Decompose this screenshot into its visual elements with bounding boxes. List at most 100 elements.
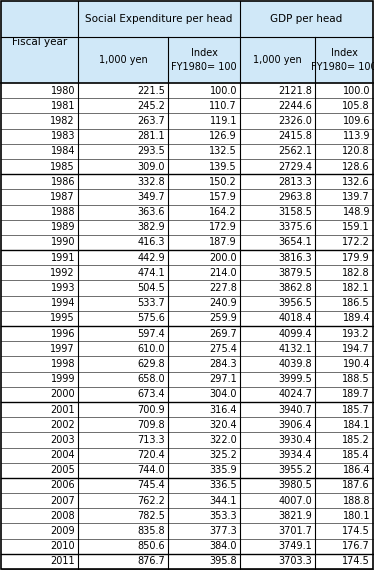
Text: 126.9: 126.9 — [209, 131, 237, 141]
Text: 4099.4: 4099.4 — [278, 328, 312, 339]
Text: 835.8: 835.8 — [137, 526, 165, 536]
Text: 174.5: 174.5 — [342, 556, 370, 567]
Text: 1991: 1991 — [50, 253, 75, 263]
Text: 182.1: 182.1 — [342, 283, 370, 293]
Text: 2729.4: 2729.4 — [278, 161, 312, 172]
Text: 3930.4: 3930.4 — [278, 435, 312, 445]
Text: 2000: 2000 — [50, 389, 75, 400]
Text: 148.9: 148.9 — [343, 207, 370, 217]
Text: 184.1: 184.1 — [343, 420, 370, 430]
Text: 194.7: 194.7 — [342, 344, 370, 354]
Text: Fiscal year: Fiscal year — [12, 37, 67, 47]
Text: 575.6: 575.6 — [137, 314, 165, 323]
Text: 1995: 1995 — [50, 314, 75, 323]
Text: 353.3: 353.3 — [209, 511, 237, 521]
Text: 157.9: 157.9 — [209, 192, 237, 202]
Text: 2244.6: 2244.6 — [278, 101, 312, 111]
Text: 474.1: 474.1 — [137, 268, 165, 278]
Text: 2562.1: 2562.1 — [278, 146, 312, 156]
Text: 2001: 2001 — [50, 405, 75, 414]
Text: 1980: 1980 — [50, 86, 75, 96]
Text: 214.0: 214.0 — [209, 268, 237, 278]
Text: 1,000 yen: 1,000 yen — [253, 55, 302, 65]
Text: 1999: 1999 — [50, 374, 75, 384]
Text: 2003: 2003 — [50, 435, 75, 445]
Text: 673.4: 673.4 — [137, 389, 165, 400]
Text: 395.8: 395.8 — [209, 556, 237, 567]
Text: 2011: 2011 — [50, 556, 75, 567]
Text: 293.5: 293.5 — [137, 146, 165, 156]
Text: 139.5: 139.5 — [209, 161, 237, 172]
Text: 3158.5: 3158.5 — [278, 207, 312, 217]
Text: 221.5: 221.5 — [137, 86, 165, 96]
Text: 344.1: 344.1 — [209, 496, 237, 506]
Text: 132.5: 132.5 — [209, 146, 237, 156]
Text: 128.6: 128.6 — [342, 161, 370, 172]
Text: 174.5: 174.5 — [342, 526, 370, 536]
Text: 172.9: 172.9 — [209, 222, 237, 233]
Text: 850.6: 850.6 — [137, 542, 165, 551]
Text: 3654.1: 3654.1 — [278, 238, 312, 247]
Text: 720.4: 720.4 — [137, 450, 165, 460]
Text: 1998: 1998 — [50, 359, 75, 369]
Text: 382.9: 382.9 — [137, 222, 165, 233]
Text: 3980.5: 3980.5 — [278, 481, 312, 490]
Text: 119.1: 119.1 — [209, 116, 237, 126]
Text: 176.7: 176.7 — [342, 542, 370, 551]
Text: 189.7: 189.7 — [342, 389, 370, 400]
Text: 2010: 2010 — [50, 542, 75, 551]
Text: 281.1: 281.1 — [137, 131, 165, 141]
Text: 200.0: 200.0 — [209, 253, 237, 263]
Text: 188.5: 188.5 — [342, 374, 370, 384]
Text: 188.8: 188.8 — [343, 496, 370, 506]
Text: 190.4: 190.4 — [343, 359, 370, 369]
Text: 377.3: 377.3 — [209, 526, 237, 536]
Text: Index
FY1980= 100: Index FY1980= 100 — [311, 48, 374, 72]
Text: 2326.0: 2326.0 — [278, 116, 312, 126]
Text: 100.0: 100.0 — [209, 86, 237, 96]
Text: 105.8: 105.8 — [342, 101, 370, 111]
Text: 120.8: 120.8 — [342, 146, 370, 156]
Bar — [1, 1, 373, 83]
Text: 2002: 2002 — [50, 420, 75, 430]
Text: 3955.2: 3955.2 — [278, 465, 312, 475]
Text: 3956.5: 3956.5 — [278, 298, 312, 308]
Text: 3934.4: 3934.4 — [278, 450, 312, 460]
Text: 363.6: 363.6 — [138, 207, 165, 217]
Text: 172.2: 172.2 — [342, 238, 370, 247]
Text: 1994: 1994 — [50, 298, 75, 308]
Text: 3749.1: 3749.1 — [278, 542, 312, 551]
Text: 504.5: 504.5 — [137, 283, 165, 293]
Text: 325.2: 325.2 — [209, 450, 237, 460]
Text: 762.2: 762.2 — [137, 496, 165, 506]
Text: 1996: 1996 — [50, 328, 75, 339]
Text: 1,000 yen: 1,000 yen — [99, 55, 147, 65]
Text: 309.0: 309.0 — [138, 161, 165, 172]
Text: 1990: 1990 — [50, 238, 75, 247]
Text: 3940.7: 3940.7 — [278, 405, 312, 414]
Text: 2007: 2007 — [50, 496, 75, 506]
Text: 1988: 1988 — [50, 207, 75, 217]
Text: 186.5: 186.5 — [342, 298, 370, 308]
Text: 2121.8: 2121.8 — [278, 86, 312, 96]
Text: 2008: 2008 — [50, 511, 75, 521]
Text: 1981: 1981 — [50, 101, 75, 111]
Text: 597.4: 597.4 — [137, 328, 165, 339]
Text: 2415.8: 2415.8 — [278, 131, 312, 141]
Text: 876.7: 876.7 — [137, 556, 165, 567]
Text: 189.4: 189.4 — [343, 314, 370, 323]
Text: 193.2: 193.2 — [342, 328, 370, 339]
Text: 240.9: 240.9 — [209, 298, 237, 308]
Text: 1992: 1992 — [50, 268, 75, 278]
Text: 100.0: 100.0 — [343, 86, 370, 96]
Text: 227.8: 227.8 — [209, 283, 237, 293]
Text: 3703.3: 3703.3 — [278, 556, 312, 567]
Text: 1993: 1993 — [50, 283, 75, 293]
Text: 3999.5: 3999.5 — [278, 374, 312, 384]
Text: GDP per head: GDP per head — [270, 14, 343, 24]
Text: 150.2: 150.2 — [209, 177, 237, 187]
Text: 2006: 2006 — [50, 481, 75, 490]
Text: 159.1: 159.1 — [342, 222, 370, 233]
Text: 1986: 1986 — [50, 177, 75, 187]
Text: 610.0: 610.0 — [138, 344, 165, 354]
